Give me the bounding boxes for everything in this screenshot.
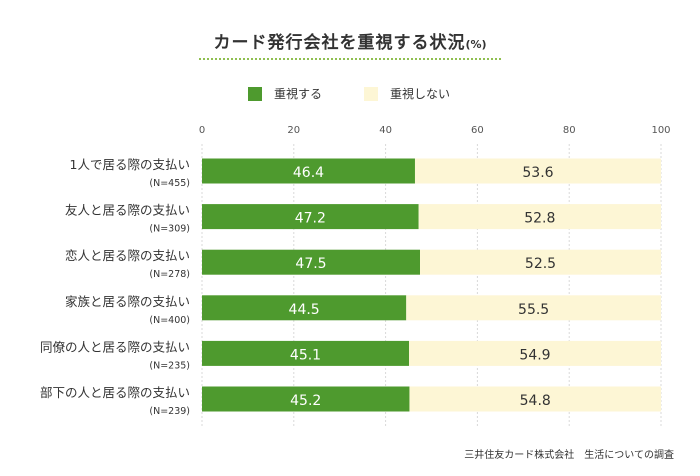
sample-size-label: (N=309) xyxy=(149,224,190,235)
data-label: 54.9 xyxy=(519,347,550,363)
bar-important xyxy=(202,340,410,366)
category-label: 部下の人と居る際の支払い xyxy=(40,385,190,400)
data-label: 54.8 xyxy=(520,393,551,409)
bar-not-important xyxy=(420,249,661,275)
data-label: 44.5 xyxy=(289,302,320,318)
legend-label-important: 重視する xyxy=(274,87,323,101)
legend-swatch-important xyxy=(248,87,262,101)
data-label: 52.8 xyxy=(524,211,555,227)
bar-not-important xyxy=(418,204,661,230)
category-label: 恋人と居る際の支払い xyxy=(65,248,190,263)
data-label: 55.5 xyxy=(518,302,549,318)
x-tick-label: 80 xyxy=(563,125,576,136)
x-tick-label: 100 xyxy=(651,125,670,136)
bar-not-important xyxy=(414,158,661,184)
bar-important xyxy=(202,295,407,321)
x-tick-label: 20 xyxy=(287,125,300,136)
bar-important xyxy=(202,158,415,184)
category-label: 家族と居る際の支払い xyxy=(65,294,190,309)
data-label: 52.5 xyxy=(525,256,556,272)
bar-not-important xyxy=(409,386,661,412)
sample-size-label: (N=400) xyxy=(149,315,190,326)
data-label: 45.1 xyxy=(290,347,321,363)
bar-not-important xyxy=(406,295,661,321)
chart-title-text: カード発行会社を重視する状況 xyxy=(213,33,466,53)
legend-swatch-not-important xyxy=(364,87,378,101)
bar-important xyxy=(202,204,419,230)
sample-size-label: (N=239) xyxy=(149,406,190,417)
legend-label-not-important: 重視しない xyxy=(390,87,451,101)
category-label: 友人と居る際の支払い xyxy=(65,203,190,218)
x-tick-label: 0 xyxy=(199,125,205,136)
category-label: 同僚の人と居る際の支払い xyxy=(40,339,190,354)
data-label: 47.2 xyxy=(295,211,326,227)
category-label: 1人で居る際の支払い xyxy=(70,157,190,172)
source-note: 三井住友カード株式会社 生活についての調査 xyxy=(464,450,674,461)
sample-size-label: (N=278) xyxy=(149,269,190,280)
data-label: 45.2 xyxy=(290,393,321,409)
x-tick-label: 40 xyxy=(379,125,392,136)
bar-important xyxy=(202,249,421,275)
sample-size-label: (N=455) xyxy=(149,178,190,189)
bar-important xyxy=(202,386,410,412)
x-tick-label: 60 xyxy=(471,125,484,136)
data-label: 47.5 xyxy=(295,256,326,272)
title-underline xyxy=(199,58,501,60)
chart-title-unit: (%) xyxy=(465,38,487,51)
data-label: 46.4 xyxy=(293,165,324,181)
sample-size-label: (N=235) xyxy=(149,360,190,371)
chart-title: カード発行会社を重視する状況(%) xyxy=(0,28,700,53)
data-label: 53.6 xyxy=(522,165,553,181)
bar-not-important xyxy=(409,340,661,366)
